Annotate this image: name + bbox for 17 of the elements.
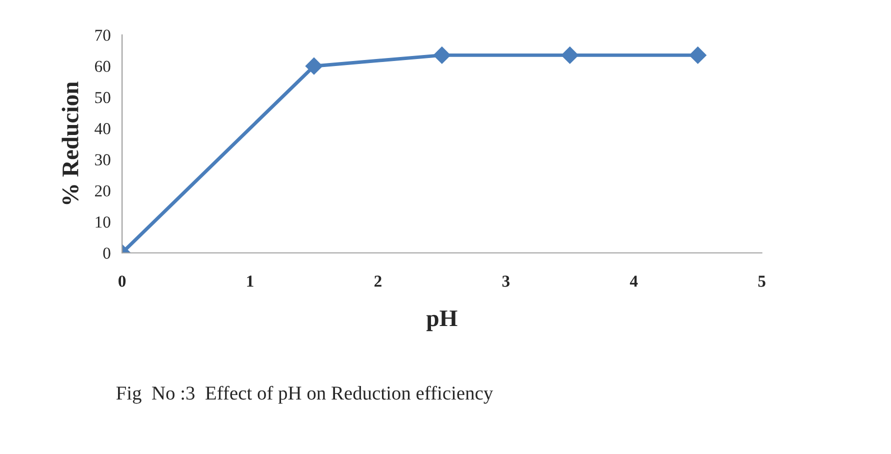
y-tick-label: 50 (95, 92, 110, 104)
x-tick-label: 1 (247, 276, 254, 287)
y-tick-label: 40 (94, 123, 110, 134)
x-tick-label: 4 (630, 276, 638, 287)
x-axis-title: pH (426, 310, 458, 332)
x-tick-label: 0 (118, 276, 126, 287)
x-tick-label: 2 (374, 276, 382, 287)
x-tick-label: 5 (758, 276, 766, 287)
y-tick-label: 0 (103, 248, 110, 259)
y-tick-label: 70 (95, 30, 110, 41)
y-tick-label: 20 (95, 185, 110, 197)
y-axis-title: % Reducion (62, 82, 78, 204)
y-tick-label: 60 (95, 60, 110, 72)
y-tick-label: 10 (96, 216, 110, 228)
text: Fig No :3 Effect of pH on Reduction efficiency (116, 386, 494, 404)
y-tick-label: 30 (95, 154, 110, 166)
x-tick-label: 3 (502, 276, 510, 287)
